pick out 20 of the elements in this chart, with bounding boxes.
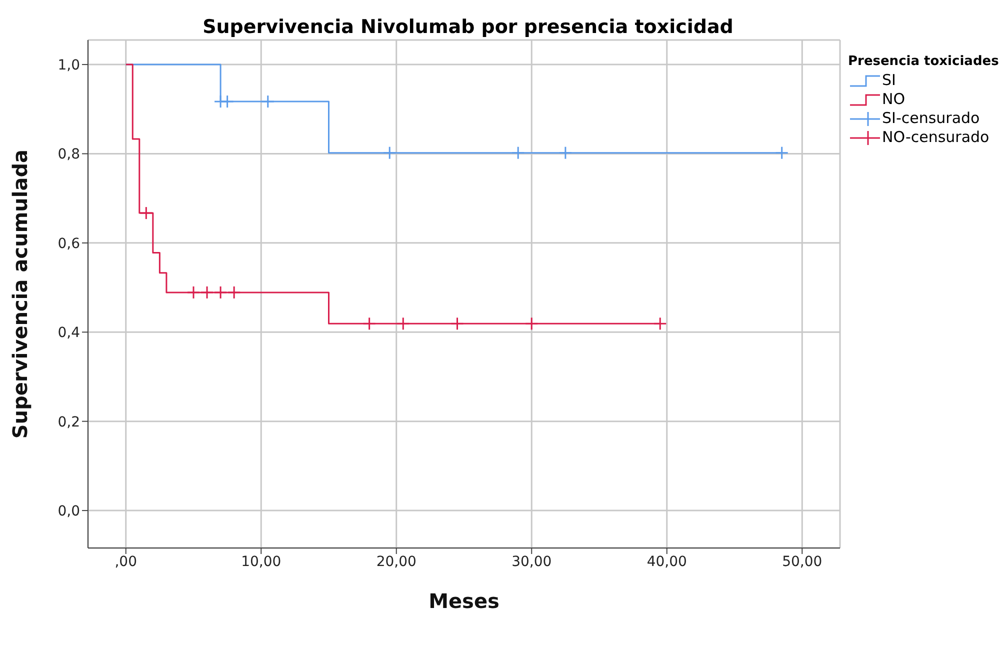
y-tick-label: 0,2 — [58, 414, 80, 430]
y-tick-label: 0,6 — [58, 236, 80, 252]
chart-title: Supervivencia Nivolumab por presencia toxicidad — [202, 16, 734, 38]
y-tick-label: 0,8 — [58, 146, 80, 163]
y-tick-label: 1,0 — [58, 58, 80, 74]
x-tick-label: 40,00 — [646, 554, 687, 570]
legend-label: NO-censurado — [882, 128, 990, 146]
legend-label: SI-censurado — [882, 109, 980, 127]
x-tick-label: 50,00 — [782, 554, 822, 570]
y-tick-label: 0,4 — [58, 325, 80, 342]
x-tick-label: 30,00 — [512, 554, 552, 570]
y-axis-title: Supervivencia acumulada — [8, 149, 32, 439]
legend-label: NO — [882, 90, 906, 108]
legend-title: Presencia toxiciades — [848, 54, 999, 69]
y-tick-label: 0,0 — [58, 504, 80, 520]
x-tick-label: 20,00 — [376, 554, 416, 570]
x-axis-title: Meses — [428, 589, 500, 613]
legend-label: SI — [882, 71, 896, 89]
x-tick-label: ,00 — [114, 554, 138, 570]
x-tick-label: 10,00 — [241, 554, 282, 570]
